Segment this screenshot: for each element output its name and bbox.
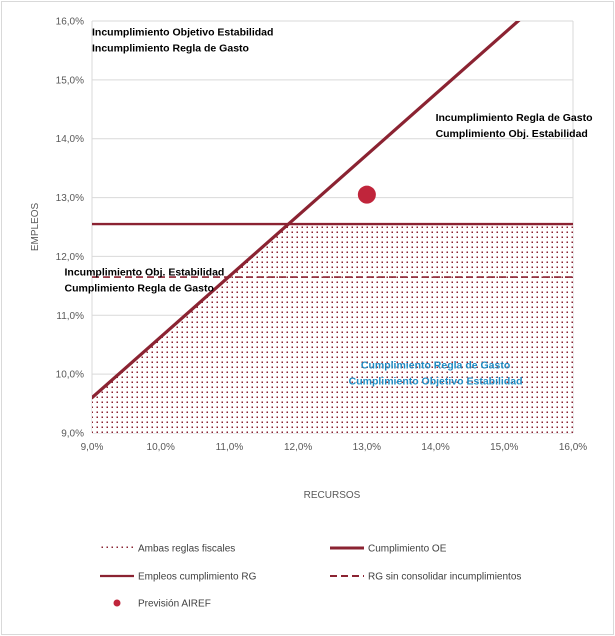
y-tick-label: 12,0% bbox=[56, 252, 84, 263]
y-tick-label: 11,0% bbox=[56, 311, 84, 322]
y-tick-label: 10,0% bbox=[56, 370, 84, 381]
y-tick-label: 15,0% bbox=[56, 75, 84, 86]
point-layer bbox=[357, 185, 376, 204]
legend-label: Cumplimiento OE bbox=[368, 544, 447, 555]
region-annotation-line: Cumplimiento Regla de Gasto bbox=[65, 282, 214, 294]
legend-label: RG sin consolidar incumplimientos bbox=[368, 572, 521, 583]
region-annotation-line: Cumplimiento Obj. Estabilidad bbox=[436, 128, 588, 140]
x-tick-labels: 9,0% 10,0% 11,0% 12,0% 13,0% 14,0% 15,0% 16,0% bbox=[81, 442, 588, 453]
region-annotation-line: Incumplimiento Regla de Gasto bbox=[92, 43, 249, 55]
region-annotation-line: Incumplimiento Regla de Gasto bbox=[436, 112, 593, 124]
y-tick-label: 13,0% bbox=[56, 193, 84, 204]
y-tick-label: 9,0% bbox=[61, 429, 84, 440]
y-tick-label: 14,0% bbox=[56, 134, 84, 145]
x-axis-title: RECURSOS bbox=[304, 490, 361, 501]
region-annotation-line: Incumplimiento Obj. Estabilidad bbox=[65, 266, 225, 278]
line-cumplimiento-oe bbox=[92, 21, 521, 400]
area-ambas-reglas bbox=[92, 224, 573, 433]
x-tick-label: 10,0% bbox=[147, 442, 175, 453]
line-layer bbox=[92, 21, 573, 400]
x-tick-label: 14,0% bbox=[421, 442, 449, 453]
point-prevision-airef bbox=[357, 185, 376, 204]
legend-label: Previsión AIREF bbox=[138, 599, 211, 610]
legend-label: Ambas reglas fiscales bbox=[138, 544, 235, 555]
legend-label: Empleos cumplimiento RG bbox=[138, 572, 257, 583]
legend-swatch-prevision-airef bbox=[113, 599, 121, 607]
y-tick-label: 16,0% bbox=[56, 17, 84, 28]
region-annotations: Incumplimiento Objetivo Estabilidad Incum… bbox=[65, 27, 593, 388]
x-tick-label: 15,0% bbox=[490, 442, 518, 453]
y-tick-labels: 9,0% 10,0% 11,0% 12,0% 13,0% 14,0% 15,0% 16,0% bbox=[56, 17, 84, 440]
x-tick-label: 13,0% bbox=[353, 442, 381, 453]
y-axis-title: EMPLEOS bbox=[30, 203, 41, 252]
region-annotation-line: Cumplimiento Objetivo Estabilidad bbox=[349, 375, 523, 387]
region-annotation-line: Cumplimiento Regla de Gasto bbox=[361, 359, 510, 371]
region-annotation-line: Incumplimiento Objetivo Estabilidad bbox=[92, 27, 273, 39]
legend-swatch-ambas-reglas bbox=[100, 544, 134, 551]
area-layer bbox=[92, 224, 573, 433]
x-tick-label: 12,0% bbox=[284, 442, 312, 453]
x-tick-label: 16,0% bbox=[559, 442, 587, 453]
x-tick-label: 11,0% bbox=[216, 442, 244, 453]
x-tick-label: 9,0% bbox=[81, 442, 104, 453]
legend: Ambas reglas fiscales Cumplimiento OE Empl… bbox=[100, 544, 521, 610]
